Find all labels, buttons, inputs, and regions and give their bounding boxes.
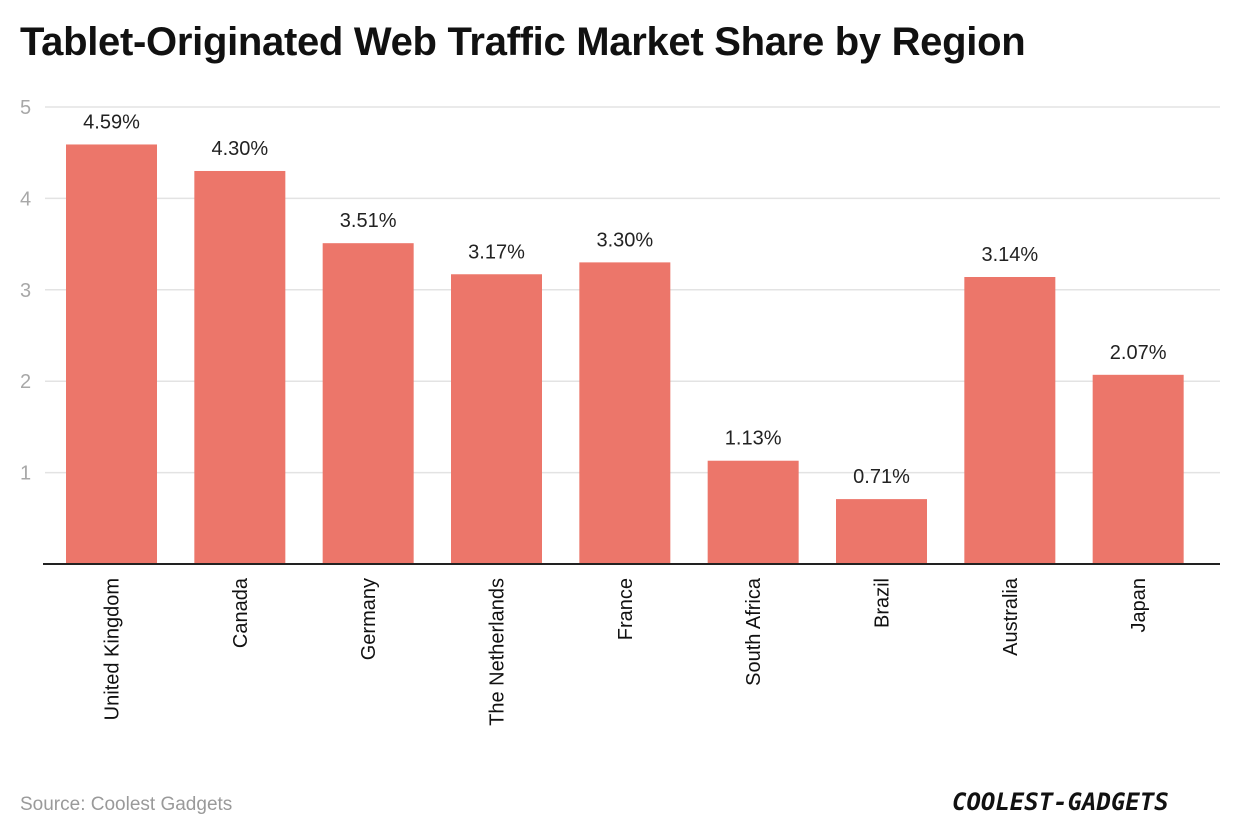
data-labels: 4.59% 4.30% 3.51% 3.17% 3.30% 1.13% 0.71% 3.14%… [83, 111, 1167, 488]
y-tick-label: 3 [20, 280, 31, 302]
bar [707, 460, 799, 564]
bar [579, 262, 671, 564]
data-label: 3.30% [596, 229, 653, 251]
x-tick-label: Brazil [872, 578, 894, 628]
bar [194, 170, 286, 565]
y-tick-label: 1 [20, 463, 31, 485]
bar [836, 499, 927, 564]
data-label: 2.07% [1110, 342, 1167, 364]
x-tick-label: Canada [230, 577, 252, 648]
y-tick-label: 5 [20, 97, 31, 119]
bar [451, 274, 542, 564]
bar [1092, 374, 1184, 564]
data-label: 3.17% [468, 241, 525, 263]
x-tick-label: Japan [1128, 578, 1150, 633]
data-label: 3.14% [981, 244, 1038, 266]
x-tick-label: France [615, 578, 637, 640]
x-axis-labels: United Kingdom Canada Germany The Netherlan… [102, 577, 1151, 726]
data-label: 4.30% [211, 138, 268, 160]
bar [66, 144, 157, 564]
x-tick-label: Germany [358, 578, 380, 660]
data-label: 0.71% [853, 466, 910, 488]
data-label: 1.13% [725, 428, 782, 450]
data-label: 4.59% [83, 111, 140, 133]
data-label: 3.51% [340, 210, 397, 232]
brand-logo: COOLEST-GADGETS [952, 788, 1169, 816]
y-axis-ticks: 1 2 3 4 5 [20, 97, 31, 485]
y-tick-label: 2 [20, 371, 31, 393]
x-tick-label: South Africa [743, 577, 765, 686]
bars [66, 144, 1184, 565]
source-note: Source: Coolest Gadgets [20, 794, 233, 815]
bar [322, 243, 414, 564]
x-tick-label: Australia [1000, 577, 1022, 656]
x-tick-label: United Kingdom [102, 578, 124, 720]
chart-title: Tablet-Originated Web Traffic Market Sha… [20, 20, 1026, 64]
x-tick-label: The Netherlands [487, 578, 509, 726]
bar [964, 277, 1056, 564]
y-tick-label: 4 [20, 188, 31, 210]
